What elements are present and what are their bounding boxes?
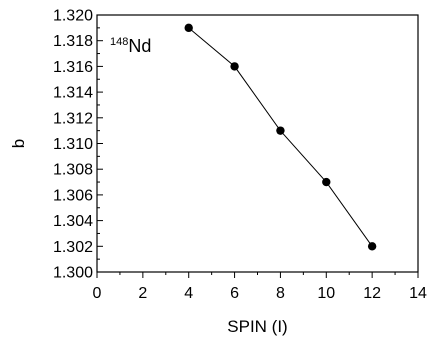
y-tick-label: 1.302 bbox=[53, 239, 93, 256]
y-tick-label: 1.320 bbox=[53, 8, 93, 25]
y-tick-label: 1.312 bbox=[53, 110, 93, 127]
x-axis-title: SPIN (I) bbox=[227, 317, 287, 336]
nuclide-mass-number: 148 bbox=[110, 36, 128, 48]
y-axis-title: b bbox=[9, 139, 28, 148]
y-tick-label: 1.316 bbox=[53, 59, 93, 76]
x-tick-labels: 0 2 4 6 8 10 12 14 bbox=[93, 285, 427, 302]
data-point bbox=[184, 23, 193, 33]
data-point bbox=[367, 242, 377, 251]
x-tick-label: 10 bbox=[317, 285, 335, 302]
y-tick-label: 1.306 bbox=[53, 187, 93, 204]
y-tick-label: 1.304 bbox=[53, 213, 93, 230]
x-tick-label: 4 bbox=[184, 285, 193, 302]
nuclide-annotation: 148Nd bbox=[110, 36, 151, 56]
x-tick-label: 12 bbox=[363, 285, 381, 302]
series-line bbox=[188, 27, 373, 247]
x-tick-label: 6 bbox=[230, 285, 239, 302]
data-point bbox=[322, 177, 331, 187]
nuclide-symbol: Nd bbox=[128, 36, 151, 56]
y-tick-label: 1.314 bbox=[53, 85, 93, 102]
x-tick-label: 8 bbox=[276, 285, 285, 302]
x-tick-label: 14 bbox=[409, 285, 427, 302]
y-tick-labels: 1.300 1.302 1.304 1.306 1.308 1.310 1.312 1.314… bbox=[53, 8, 93, 282]
plot-frame bbox=[96, 14, 419, 273]
x-tick-label: 2 bbox=[138, 285, 147, 302]
data-point bbox=[230, 62, 239, 71]
y-tick-label: 1.300 bbox=[53, 265, 93, 282]
series-layer bbox=[184, 23, 377, 251]
y-tick-label: 1.318 bbox=[53, 33, 93, 50]
data-point bbox=[276, 126, 285, 135]
y-tick-label: 1.310 bbox=[53, 136, 93, 153]
y-tick-label: 1.308 bbox=[53, 162, 93, 179]
x-tick-label: 0 bbox=[93, 285, 102, 302]
